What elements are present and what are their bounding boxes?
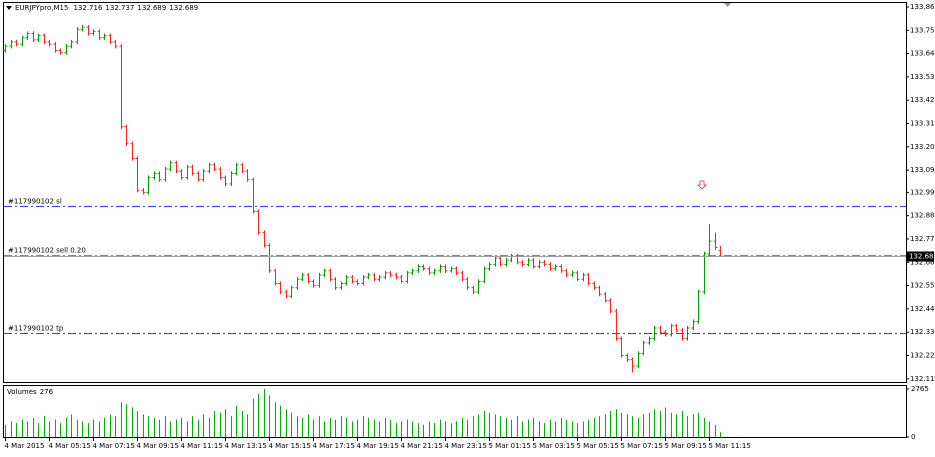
y-tick-label: 132.990 xyxy=(910,188,935,196)
y-tick-label: 133.645 xyxy=(910,50,935,58)
last-high: 132.737 xyxy=(105,4,134,12)
price-box xyxy=(907,251,934,262)
y-tick-label: 132.110 xyxy=(910,375,935,383)
y-tick-label: 132.440 xyxy=(910,305,935,313)
volume-frame xyxy=(3,385,907,438)
last-close: 132.689 xyxy=(169,4,198,12)
x-tick-label: 4 Mar 19:15 xyxy=(357,442,399,450)
order-level-label: #117990102 sell 0.20 xyxy=(8,247,86,255)
y-tick-label: 133.315 xyxy=(910,120,935,128)
y-tick-label: 133.865 xyxy=(910,3,935,11)
x-tick-label: 5 Mar 09:15 xyxy=(665,442,707,450)
chart-title: EURJPYpro,M15 132.716 132.737 132.689 132.68… xyxy=(15,4,198,12)
y-tick-label: 132.220 xyxy=(910,352,935,360)
x-tick-label: 4 Mar 15:15 xyxy=(269,442,311,450)
sell-arrow xyxy=(697,180,707,190)
shift-marker xyxy=(724,3,731,7)
x-tick-label: 5 Mar 07:15 xyxy=(621,442,663,450)
menu-triangle[interactable] xyxy=(6,6,12,10)
price-box-label: 132.689 xyxy=(909,253,935,261)
x-tick-label: 4 Mar 21:15 xyxy=(401,442,443,450)
x-tick-label: 5 Mar 05:15 xyxy=(577,442,619,450)
y-tick-label: 133.425 xyxy=(910,96,935,104)
y-tick-label: 133.755 xyxy=(910,26,935,34)
x-tick-label: 5 Mar 01:15 xyxy=(489,442,531,450)
x-tick-label: 4 Mar 17:15 xyxy=(313,442,355,450)
volume-tick-label: 0 xyxy=(911,433,915,441)
last-open: 132.716 xyxy=(73,4,102,12)
volume-title: Volumes 276 xyxy=(7,388,54,396)
y-tick-label: 132.550 xyxy=(910,282,935,290)
order-level-label: #117990102 sl xyxy=(8,198,62,206)
order-level-label: #117990102 tp xyxy=(8,325,64,333)
x-tick-label: 4 Mar 11:15 xyxy=(181,442,223,450)
x-tick-label: 4 Mar 09:15 xyxy=(137,442,179,450)
volume-last: 276 xyxy=(40,388,54,396)
y-tick-label: 133.095 xyxy=(910,166,935,174)
y-tick-label: 132.330 xyxy=(910,328,935,336)
y-tick-label: 133.205 xyxy=(910,143,935,151)
x-tick-label: 4 Mar 07:15 xyxy=(93,442,135,450)
x-tick-label: 4 Mar 05:15 xyxy=(49,442,91,450)
volume-tick-label: 2765 xyxy=(911,385,929,393)
volume-label: Volumes xyxy=(7,388,37,396)
x-tick-label: 4 Mar 13:15 xyxy=(225,442,267,450)
x-tick-label: 4 Mar 23:15 xyxy=(445,442,487,450)
y-tick-label: 133.535 xyxy=(910,73,935,81)
x-tick-label: 4 Mar 2015 xyxy=(5,442,45,450)
x-tick-label: 5 Mar 03:15 xyxy=(533,442,575,450)
y-tick-label: 132.660 xyxy=(910,258,935,266)
x-tick-label: 5 Mar 11:15 xyxy=(709,442,751,450)
y-tick-label: 132.880 xyxy=(910,212,935,220)
y-tick-label: 132.770 xyxy=(910,235,935,243)
last-low: 132.689 xyxy=(137,4,166,12)
symbol: EURJPYpro,M15 xyxy=(15,4,68,12)
